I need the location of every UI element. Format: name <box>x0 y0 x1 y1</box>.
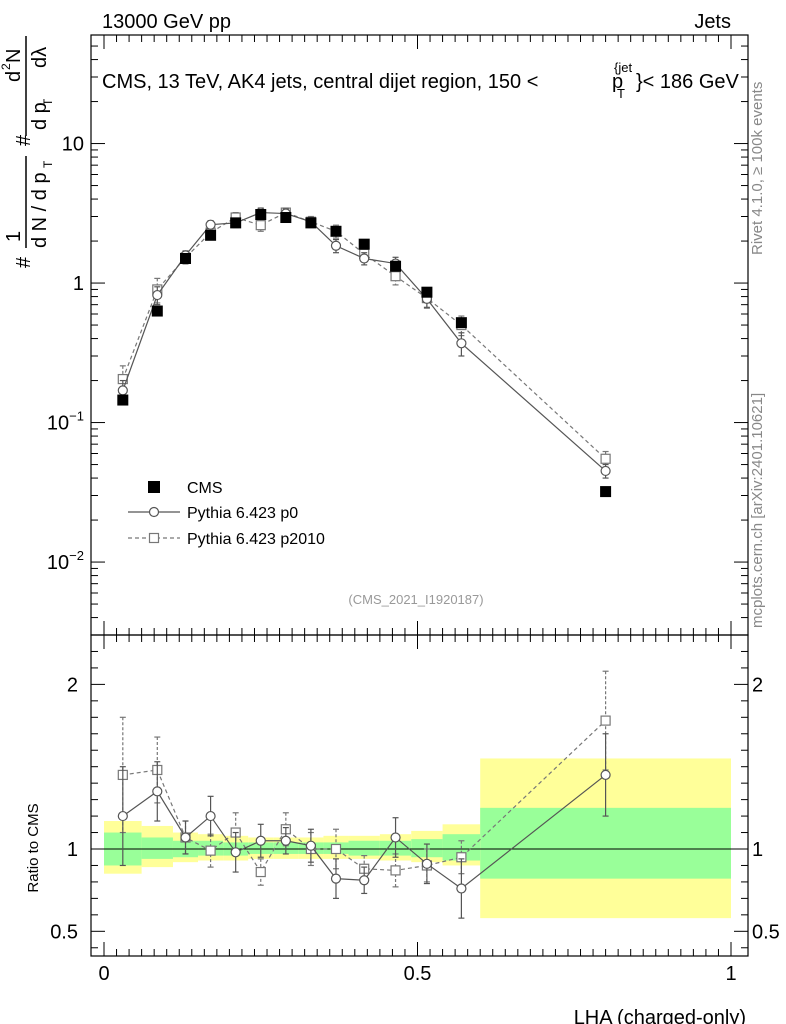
series-cms-data <box>117 209 612 498</box>
data-point <box>151 305 163 317</box>
ylabel-dlambda: dλ <box>29 47 51 68</box>
data-point <box>230 217 242 229</box>
mcplots-label: mcplots.cern.ch [arXiv:2401.10621] <box>749 393 766 628</box>
data-point <box>390 271 401 282</box>
ratio-point <box>152 786 163 797</box>
ratio-point <box>255 835 266 846</box>
title-prefix: CMS, 13 TeV, AK4 jets, central dijet reg… <box>102 71 538 93</box>
title-p: p <box>612 71 623 93</box>
category-label: Jets <box>694 11 731 33</box>
data-point <box>205 229 217 241</box>
y-tick-label: 1 <box>73 273 84 295</box>
title-sub: T <box>617 86 625 101</box>
tick-labels: 10−2 10−1 1 10 0 0.5 1 0.5 0.5 1 1 2 2 <box>47 134 780 985</box>
data-point <box>421 286 433 298</box>
y-tick-label: 10 <box>62 134 84 156</box>
ratio-point <box>330 843 342 855</box>
ratio-point <box>205 810 216 822</box>
ratio-point <box>280 835 291 846</box>
ratio-y-tick-label: 2 <box>67 674 78 696</box>
ratio-y-tick-label-right: 0.5 <box>752 921 780 943</box>
ratio-bands <box>104 758 731 919</box>
ylabel-d2n-rest: N <box>3 49 25 63</box>
ylabel-d2n: d <box>3 71 25 82</box>
ratio-point <box>205 845 216 856</box>
ratio-band-inner <box>141 837 173 859</box>
legend-p0-marker <box>148 506 160 518</box>
data-point <box>600 465 611 477</box>
ratio-point <box>600 715 611 726</box>
title-suffix: }< 186 GeV <box>636 71 740 93</box>
ratio-y-tick-label-right: 2 <box>752 674 763 696</box>
data-point <box>205 219 216 230</box>
analysis-id: (CMS_2021_I1920187) <box>348 592 483 607</box>
data-point <box>456 338 467 349</box>
y-tick-label: 10−1 <box>47 409 84 435</box>
x-tick-label: 0.5 <box>404 963 432 985</box>
ylabel-hash: # <box>13 256 35 268</box>
ratio-point <box>180 832 191 843</box>
ratio-point <box>230 847 241 858</box>
plot-title: CMS, 13 TeV, AK4 jets, central dijet reg… <box>102 60 740 101</box>
ratio-point <box>359 875 370 886</box>
data-point <box>330 225 342 237</box>
legend-p0-label: Pythia 6.423 p0 <box>187 505 298 522</box>
ratio-y-label: Ratio to CMS <box>25 803 42 892</box>
data-point <box>180 252 192 264</box>
ratio-point <box>456 883 467 894</box>
ratio-point <box>117 810 128 822</box>
data-point <box>358 238 370 250</box>
data-point <box>330 240 342 251</box>
ratio-y-tick-label: 1 <box>67 839 78 861</box>
collision-label: 13000 GeV pp <box>102 11 231 33</box>
ratio-line <box>122 774 606 890</box>
ratio-point <box>305 840 317 851</box>
data-point <box>600 486 612 498</box>
ratio-point <box>390 865 401 876</box>
ratio-y-tick-label: 0.5 <box>50 921 78 943</box>
rivet-version-label: Rivet 4.1.0, ≥ 100k events <box>749 82 766 255</box>
ratio-band-inner <box>480 807 731 879</box>
data-point <box>152 289 163 301</box>
legend-p2010-label: Pythia 6.423 p2010 <box>187 531 325 548</box>
legend-cms-marker <box>148 481 160 493</box>
data-point <box>117 394 129 406</box>
ratio-point <box>255 866 266 878</box>
data-point <box>305 217 317 229</box>
ylabel-one: 1 <box>3 231 25 242</box>
data-point <box>255 209 267 221</box>
data-point <box>359 253 370 264</box>
data-point <box>455 317 467 329</box>
y-tick-label: 10−2 <box>47 548 84 574</box>
ylabel-dp-sub: T <box>41 98 55 106</box>
ratio-series-p0 <box>117 733 611 919</box>
ratio-point <box>600 769 611 781</box>
ratio-point <box>330 873 342 884</box>
ratio-y-tick-label-right: 1 <box>752 839 763 861</box>
ylabel-hash2: # <box>13 134 35 146</box>
ratio-plot-frame <box>90 634 749 957</box>
ylabel-dn: d N / d p <box>29 172 51 248</box>
ylabel-dn-sub: T <box>41 160 55 168</box>
axis-ticks <box>91 34 748 956</box>
y-axis-label: # 1 d N / d p T # d p T d 2 N dλ <box>0 36 55 268</box>
title-sup: {jet <box>614 60 632 75</box>
ylabel-d2n-sup: 2 <box>0 63 13 70</box>
legend-cms-label: CMS <box>187 480 223 497</box>
data-point <box>600 453 611 464</box>
ratio-band-inner <box>348 840 380 856</box>
ratio-point <box>421 858 433 869</box>
legend-p2010-marker <box>148 532 160 544</box>
x-axis-label: LHA (charged-only) <box>574 1007 746 1024</box>
x-tick-label: 0 <box>98 963 109 985</box>
data-point <box>255 220 266 231</box>
legend: CMS Pythia 6.423 p0 Pythia 6.423 p2010 <box>128 480 325 548</box>
data-point <box>117 385 128 396</box>
x-tick-label: 1 <box>725 963 736 985</box>
data-point <box>390 260 402 272</box>
data-point <box>280 212 292 224</box>
ratio-point <box>390 832 401 843</box>
ylabel-dp: d p <box>29 102 51 130</box>
